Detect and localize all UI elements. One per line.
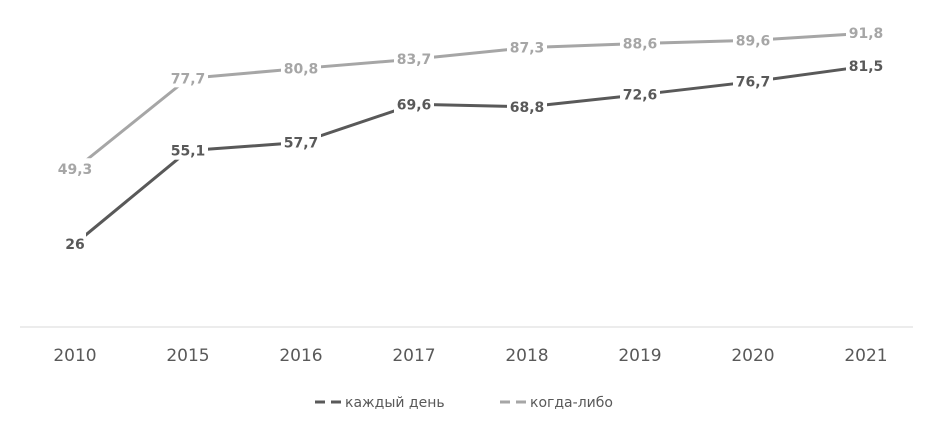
legend: каждый день когда-либо [315, 395, 613, 411]
series-1-label-bg [168, 139, 208, 160]
series-1-label-bg [620, 83, 660, 104]
x-tick-label: 2018 [505, 346, 548, 366]
series-2-data-label: 80,8 [284, 61, 319, 77]
data-labels: 49,3 77,7 80,8 83,7 87,3 88,6 89,6 91,8 26 55,1 57… [55, 22, 886, 253]
series-1-data-label: 55,1 [171, 144, 206, 160]
series-1-data-label: 26 [65, 237, 84, 253]
series-2-label-bg [55, 158, 95, 179]
x-tick-label: 2016 [279, 346, 322, 366]
series-1-data-label: 68,8 [510, 100, 545, 116]
series-1-label-bg [507, 95, 547, 116]
legend-label: когда-либо [530, 395, 613, 411]
series-2-label-bg [846, 22, 886, 43]
x-tick-labels: 2010 2015 2016 2017 2018 2019 2020 2021 [53, 346, 887, 366]
x-tick-label: 2017 [392, 346, 435, 366]
series-2-label-bg [507, 36, 547, 57]
x-tick-label: 2015 [166, 346, 209, 366]
legend-item-series-1: каждый день [315, 395, 445, 411]
series-1-data-label: 57,7 [284, 135, 319, 151]
series-2-data-label: 88,6 [623, 36, 658, 52]
series-1-data-label: 81,5 [849, 59, 884, 75]
x-tick-label: 2021 [844, 346, 887, 366]
series-1-data-label: 72,6 [623, 88, 658, 104]
series-1-label-bg [281, 131, 321, 152]
series-2-data-label: 91,8 [849, 26, 884, 42]
series-2-data-label: 49,3 [58, 162, 93, 178]
x-tick-label: 2019 [618, 346, 661, 366]
series-2-label-bg [394, 48, 434, 69]
series-lines [73, 31, 868, 246]
series-1-label-bg [64, 232, 86, 253]
series-2-label-bg [281, 57, 321, 78]
legend-item-series-2: когда-либо [500, 395, 613, 411]
series-2-label-bg [733, 29, 773, 50]
series-1-label-bg [846, 55, 886, 76]
series-2-data-label: 87,3 [510, 41, 545, 57]
series-2-label-bg [168, 67, 208, 88]
series-2-data-label: 89,6 [736, 33, 771, 49]
x-tick-label: 2020 [731, 346, 774, 366]
series-2-data-label: 83,7 [397, 52, 432, 68]
series-1-label-bg [733, 70, 773, 91]
legend-label: каждый день [345, 395, 445, 411]
series-2-label-bg [620, 32, 660, 53]
series-1-data-label: 69,6 [397, 97, 432, 113]
series-2-data-label: 77,7 [171, 71, 206, 87]
series-1-label-bg [394, 93, 434, 114]
x-tick-label: 2010 [53, 346, 96, 366]
series-1-data-label: 76,7 [736, 75, 771, 91]
